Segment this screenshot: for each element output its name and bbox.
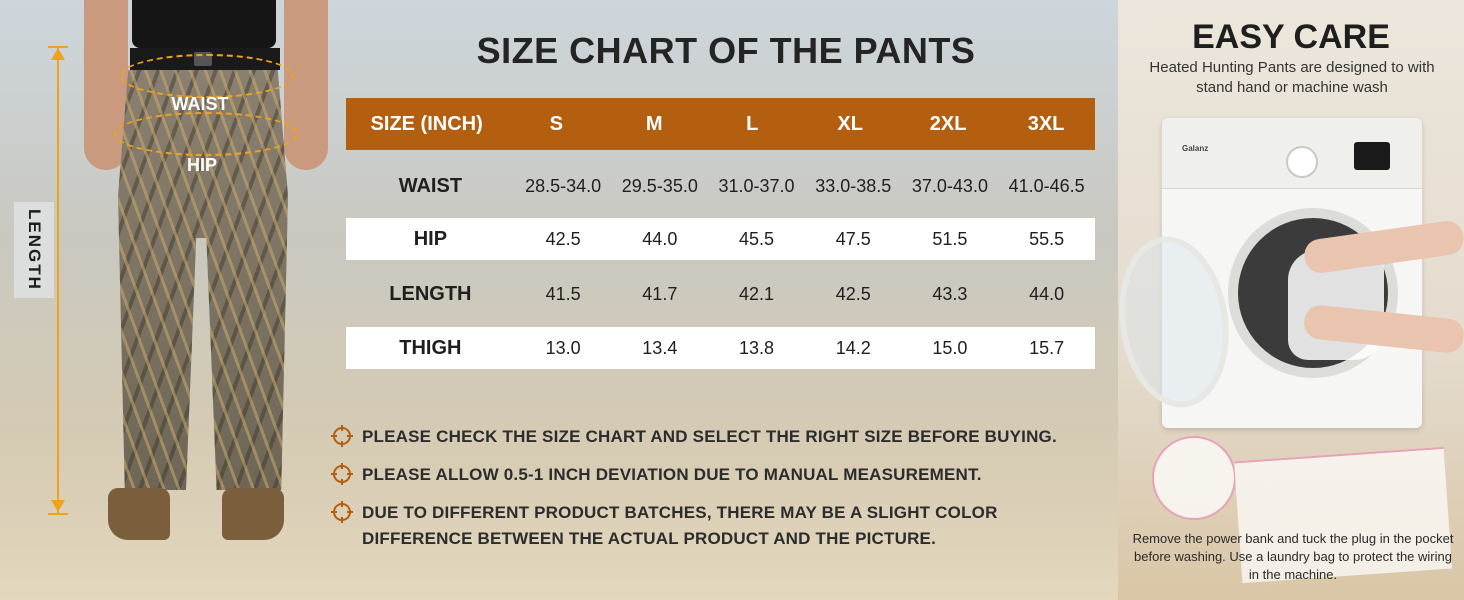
- table-header-row: SIZE (INCH) S M L XL 2XL 3XL: [346, 98, 1095, 150]
- header-cell: 2XL: [929, 112, 967, 135]
- table-cell: 28.5-34.0: [525, 175, 602, 196]
- waist-label: WAIST: [171, 94, 229, 114]
- table-cell: 13.8: [739, 337, 775, 358]
- note-text: PLEASE CHECK THE SIZE CHART AND SELECT T…: [362, 427, 1057, 446]
- crosshair-icon: [331, 425, 353, 447]
- washer-brand: Galanz: [1182, 144, 1209, 153]
- note-text: DUE TO DIFFERENT PRODUCT BATCHES, THERE …: [362, 503, 998, 548]
- table-cell: 44.0: [1029, 283, 1065, 304]
- table-cell: 42.1: [739, 283, 775, 304]
- model-right-arm: [284, 0, 328, 170]
- header-cell: M: [645, 112, 663, 135]
- round-laundry-bag: [1152, 436, 1236, 520]
- care-footer: Remove the power bank and tuck the plug …: [1132, 531, 1454, 582]
- model-torso: [132, 0, 276, 48]
- care-title: EASY CARE: [1192, 18, 1390, 56]
- header-cell: S: [549, 112, 563, 135]
- table-cell: 13.4: [642, 337, 678, 358]
- row-label: THIGH: [399, 336, 462, 359]
- table-cell: 15.0: [932, 337, 968, 358]
- length-cap-top: [48, 46, 68, 48]
- table-cell: 42.5: [835, 283, 871, 304]
- table-cell: 29.5-35.0: [621, 175, 698, 196]
- length-label: LENGTH: [14, 202, 54, 298]
- table-cell: 41.0-46.5: [1008, 175, 1085, 196]
- left-boot: [108, 488, 170, 540]
- model-left-arm: [84, 0, 128, 170]
- row-label: HIP: [413, 227, 448, 250]
- length-cap-bottom: [48, 513, 68, 515]
- hip-label: HIP: [186, 155, 217, 175]
- table-cell: 55.5: [1029, 228, 1065, 249]
- crosshair-icon: [331, 463, 353, 485]
- note-item: PLEASE CHECK THE SIZE CHART AND SELECT T…: [330, 424, 1057, 450]
- arrow-up-icon: [51, 48, 65, 60]
- length-measure-line: [57, 46, 59, 514]
- care-subtitle: Heated Hunting Pants are designed to wit…: [1149, 59, 1435, 96]
- table-row: LENGTH 41.5 41.7 42.1 42.5 43.3 44.0: [346, 270, 1095, 318]
- table-cell: 37.0-43.0: [911, 175, 988, 196]
- table-cell: 14.2: [835, 337, 871, 358]
- waist-measure-ellipse: [120, 54, 294, 98]
- table-row: WAIST 28.5-34.0 29.5-35.0 31.0-37.0 33.0…: [346, 162, 1095, 210]
- table-cell: 51.5: [932, 228, 968, 249]
- note-text: PLEASE ALLOW 0.5-1 INCH DEVIATION DUE TO…: [362, 465, 982, 484]
- table-cell: 41.7: [642, 283, 678, 304]
- table-cell: 31.0-37.0: [718, 175, 795, 196]
- table-cell: 15.7: [1029, 337, 1065, 358]
- arrow-down-icon: [51, 500, 65, 512]
- hip-measure-ellipse: [114, 112, 298, 156]
- model-figure: WAIST HIP LENGTH: [0, 0, 330, 600]
- table-cell: 45.5: [739, 228, 775, 249]
- table-cell: 44.0: [642, 228, 678, 249]
- table-cell: 42.5: [545, 228, 581, 249]
- header-cell: XL: [837, 112, 863, 135]
- washer-display: [1354, 142, 1390, 170]
- table-cell: 43.3: [932, 283, 968, 304]
- note-item: PLEASE ALLOW 0.5-1 INCH DEVIATION DUE TO…: [330, 462, 982, 488]
- table-cell: 47.5: [835, 228, 871, 249]
- table-cell: 13.0: [545, 337, 581, 358]
- easy-care-panel: EASY CARE Heated Hunting Pants are desig…: [1108, 0, 1464, 600]
- header-cell: L: [746, 112, 759, 135]
- chart-title: SIZE CHART OF THE PANTS: [476, 30, 976, 71]
- header-cell: SIZE (INCH): [370, 112, 483, 135]
- crosshair-icon: [331, 501, 353, 523]
- right-boot: [222, 488, 284, 540]
- table-row: THIGH 13.0 13.4 13.8 14.2 15.0 15.7: [346, 327, 1095, 369]
- row-label: WAIST: [398, 174, 463, 197]
- table-row: HIP 42.5 44.0 45.5 47.5 51.5 55.5: [346, 218, 1095, 260]
- note-item: DUE TO DIFFERENT PRODUCT BATCHES, THERE …: [330, 500, 1050, 552]
- row-label: LENGTH: [389, 282, 472, 305]
- washer-knob: [1286, 146, 1318, 178]
- table-cell: 33.0-38.5: [815, 175, 892, 196]
- header-cell: 3XL: [1027, 112, 1065, 135]
- table-cell: 41.5: [545, 283, 581, 304]
